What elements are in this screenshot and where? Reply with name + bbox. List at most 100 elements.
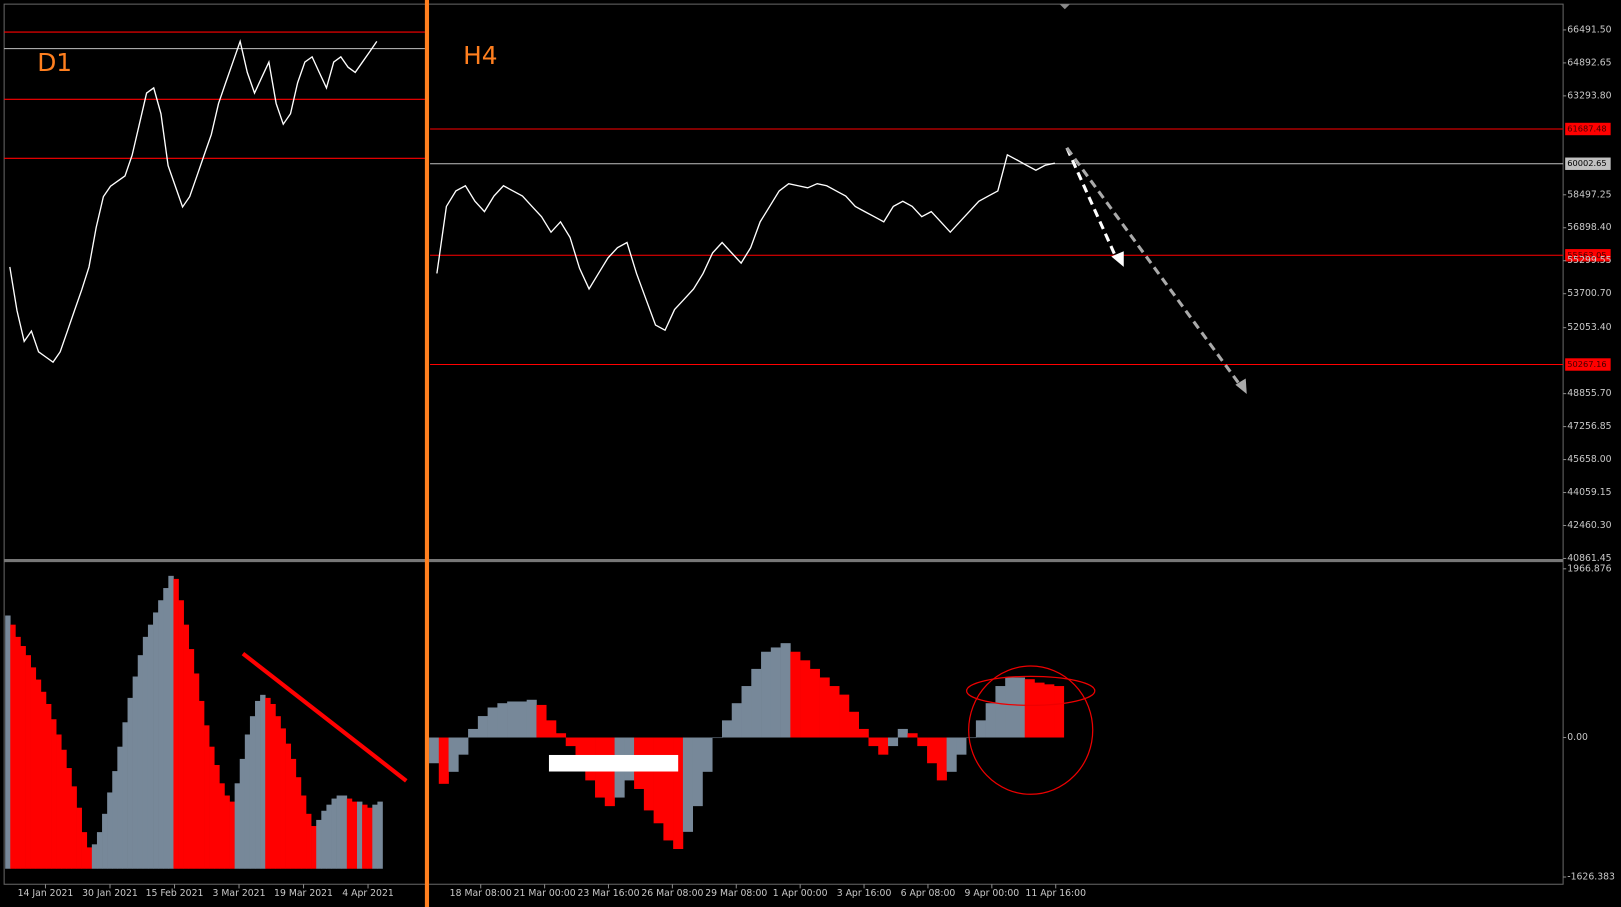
timeframe-label: H4: [463, 41, 497, 70]
histogram-bar: [367, 807, 373, 869]
histogram-bar: [147, 624, 154, 869]
redaction: [548, 754, 679, 772]
histogram-bar: [673, 737, 684, 850]
histogram-bar: [260, 694, 266, 869]
histogram-bar: [107, 792, 113, 869]
histogram-bar: [96, 832, 103, 869]
x-tick-label: 3 Apr 16:00: [837, 888, 892, 899]
histogram-bar: [295, 777, 302, 869]
histogram-bar: [158, 600, 164, 869]
histogram-bar: [86, 847, 93, 869]
x-tick-label: 9 Apr 00:00: [964, 888, 1019, 899]
x-tick-label: 15 Feb 2021: [146, 888, 204, 899]
histogram-bar: [800, 660, 811, 738]
histogram-bar: [351, 801, 358, 869]
histogram-bar: [270, 703, 276, 869]
histogram-bar: [204, 725, 210, 869]
histogram-bar: [76, 807, 82, 869]
level-label: 60002.65: [1567, 158, 1606, 168]
histogram-bar: [137, 655, 144, 869]
level-tag: [1565, 157, 1611, 170]
histogram-bar: [35, 679, 42, 869]
histogram-bar: [780, 643, 791, 738]
x-tick-label: 23 Mar 16:00: [577, 888, 639, 899]
histogram-bar: [653, 737, 664, 824]
y-tick-label: 47256.85: [1567, 421, 1611, 432]
histogram-bar: [917, 737, 928, 747]
histogram-bar: [219, 783, 225, 869]
histogram-bar: [927, 737, 938, 764]
histogram-bar: [321, 810, 327, 869]
histogram-bar: [721, 720, 733, 738]
y-tick-label: 53700.70: [1567, 288, 1611, 299]
histogram-bar: [907, 733, 918, 738]
histogram-bar: [178, 600, 184, 869]
y-tick-label: 44059.15: [1567, 487, 1611, 498]
histogram-bar: [56, 734, 62, 869]
histogram-bar: [91, 844, 98, 869]
level-label: 55563.05: [1567, 250, 1606, 260]
histogram-bar: [966, 737, 977, 739]
histogram-bar: [848, 711, 860, 738]
x-tick-label: 29 Mar 08:00: [705, 888, 767, 899]
y-tick-label: 52053.40: [1567, 322, 1611, 333]
histogram-bar: [209, 746, 215, 869]
histogram-bar: [468, 728, 479, 738]
histogram-bar: [682, 737, 694, 832]
histogram-bar: [362, 804, 368, 869]
histogram-bar: [168, 575, 174, 869]
histogram-bar: [285, 743, 292, 869]
x-tick-label: 1 Apr 00:00: [773, 888, 828, 899]
x-tick-label: 21 Mar 00:00: [514, 888, 576, 899]
histogram-bar: [497, 703, 508, 738]
y-tick-label: -1626.383: [1567, 872, 1615, 883]
histogram-bar: [377, 801, 383, 869]
histogram-bar: [290, 758, 297, 869]
histogram-bar: [448, 737, 459, 772]
arrow-head: [1235, 378, 1247, 395]
histogram-bar: [102, 813, 108, 869]
histogram-bar: [487, 707, 498, 738]
x-tick-label: 30 Jan 2021: [82, 888, 138, 899]
y-tick-label: 42460.30: [1567, 520, 1611, 531]
histogram-bar: [142, 636, 149, 869]
histogram-bar: [239, 758, 246, 869]
histogram-bar: [224, 795, 230, 869]
histogram-bar: [372, 804, 378, 869]
histogram-bar: [183, 624, 190, 869]
histogram-bar: [1034, 682, 1045, 738]
histogram-bar: [1044, 684, 1055, 738]
histogram-bar: [565, 737, 576, 747]
histogram-bar: [477, 716, 488, 738]
histogram-bar: [888, 737, 899, 747]
level-tag: [1565, 358, 1611, 371]
histogram-bar: [214, 765, 220, 869]
histogram-bar: [536, 704, 547, 738]
histogram-bar: [15, 636, 21, 869]
histogram-bar: [51, 719, 57, 869]
histogram-bar: [555, 733, 567, 738]
histogram-bar: [193, 673, 200, 869]
arrow-head: [1111, 251, 1124, 267]
histogram-bar: [30, 667, 37, 869]
histogram-bar: [546, 720, 557, 738]
histogram-bar: [10, 624, 16, 869]
histogram-bar: [234, 783, 241, 869]
annotation-ellipse: [965, 675, 1096, 706]
histogram-bar: [331, 798, 337, 869]
x-tick-label: 6 Apr 08:00: [901, 888, 956, 899]
histogram-bar: [975, 720, 986, 738]
histogram-bar: [45, 703, 52, 869]
histogram-bar: [357, 801, 363, 869]
y-tick-label: 66491.50: [1567, 24, 1611, 35]
histogram-bar: [336, 795, 343, 869]
y-tick-label: 58497.25: [1567, 189, 1611, 200]
frame: [3, 3, 1564, 885]
x-tick-label: 4 Apr 2021: [342, 888, 394, 899]
histogram-bar: [71, 786, 77, 869]
histogram-bar: [341, 795, 348, 869]
histogram-bar: [702, 737, 713, 772]
histogram-bar: [255, 700, 261, 869]
histogram-bar: [280, 728, 286, 869]
